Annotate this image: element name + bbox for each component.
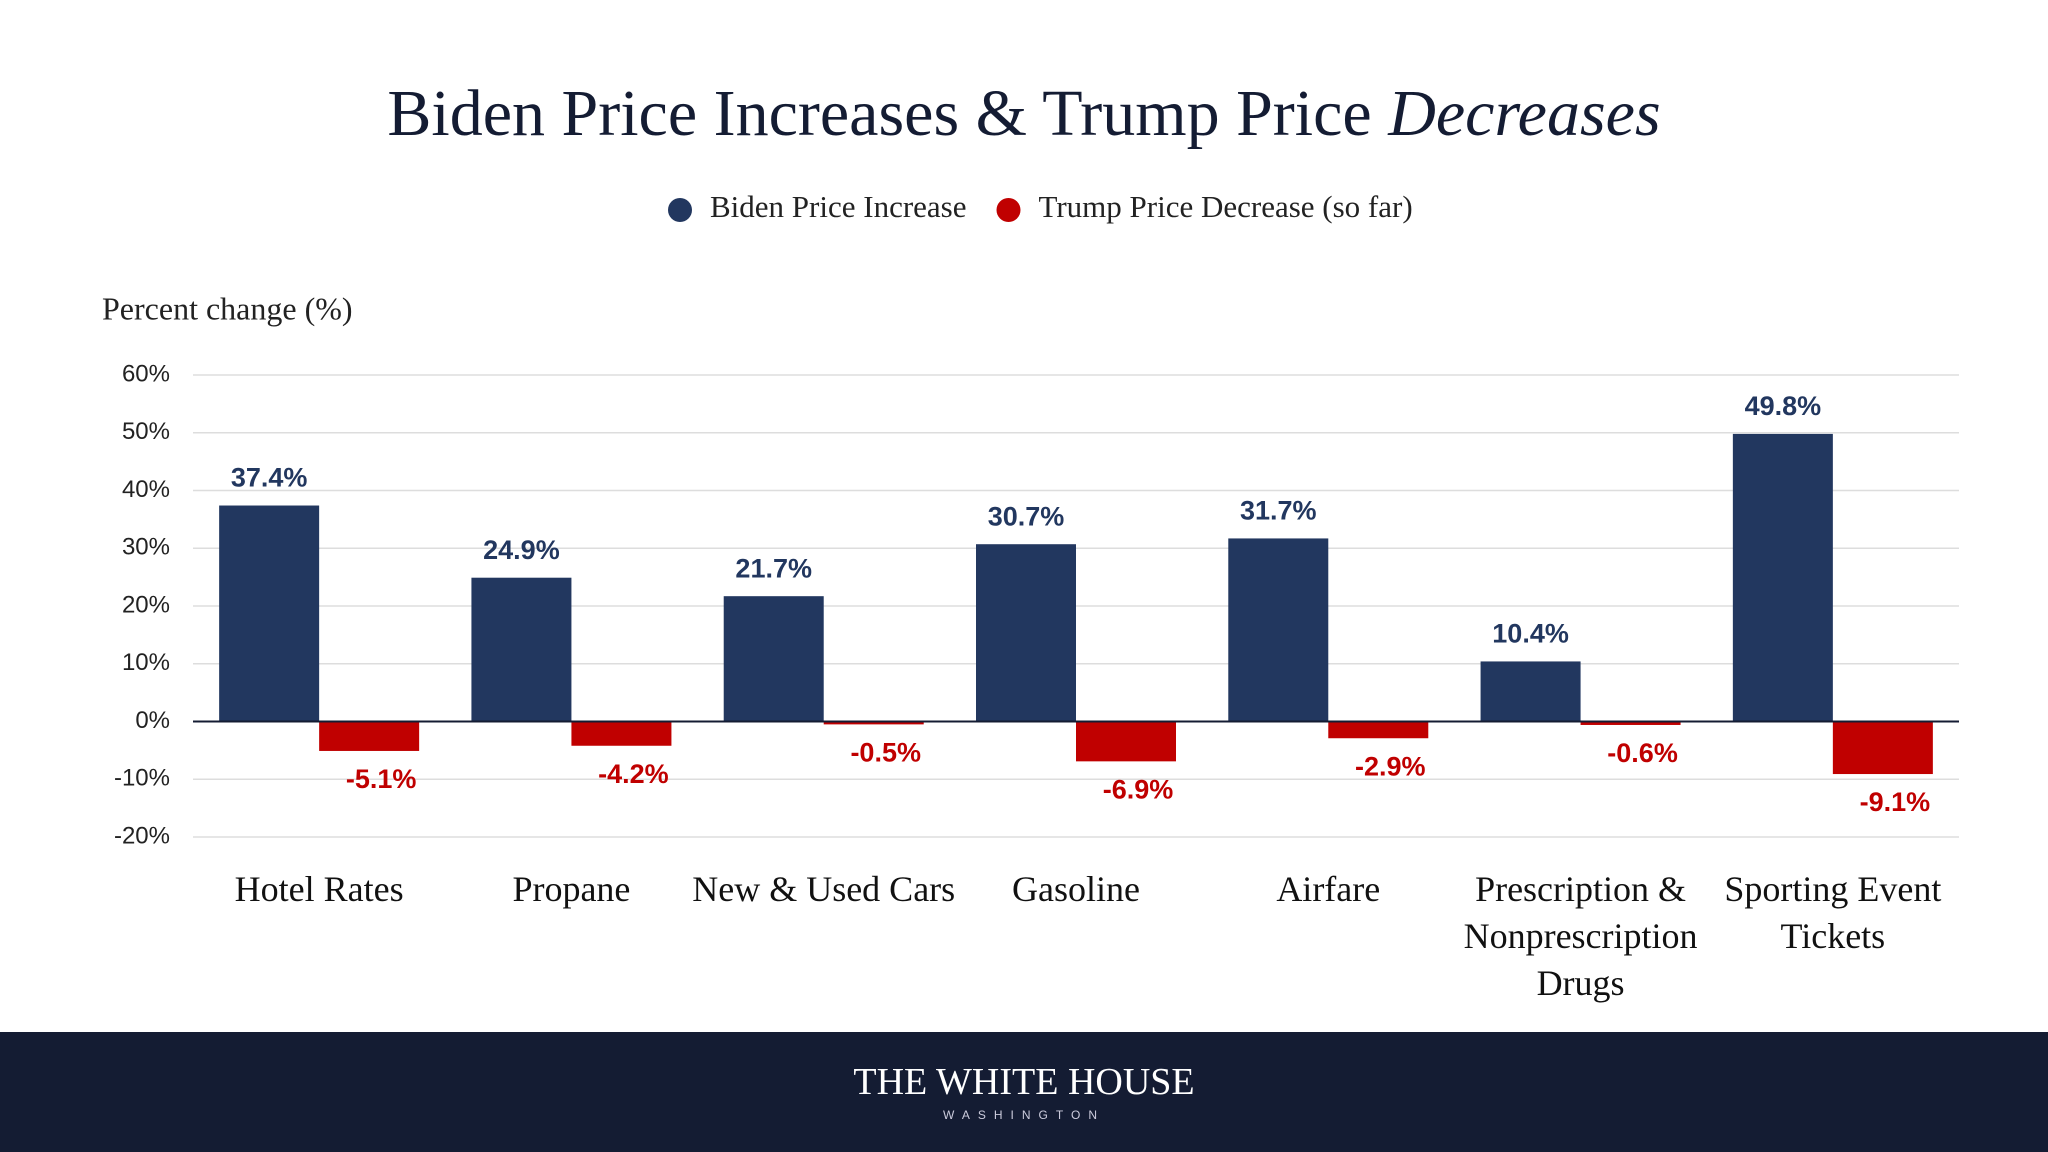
- footer: THE WHITE HOUSE WASHINGTON: [0, 1032, 2048, 1152]
- bar: [1832, 721, 1933, 775]
- footer-title: THE WHITE HOUSE: [853, 1061, 1195, 1103]
- y-tick-label: 40%: [122, 476, 170, 503]
- bar: [976, 544, 1076, 722]
- title-emphasis: Decreases: [1387, 77, 1660, 150]
- bar: [571, 721, 672, 746]
- legend-label: Trump Price Decrease (so far): [1039, 189, 1413, 224]
- y-tick-label: 30%: [122, 534, 170, 561]
- chart: Biden Price Increases & Trump Price Decr…: [102, 77, 1959, 849]
- value-label: -0.6%: [1607, 738, 1678, 768]
- y-tick-label: 0%: [135, 707, 170, 734]
- value-label: 10.4%: [1492, 619, 1569, 649]
- value-label: 49.8%: [1745, 391, 1822, 421]
- legend-marker: [668, 198, 692, 222]
- x-tick-label: Gasoline: [1012, 869, 1140, 909]
- value-label: -0.5%: [850, 738, 921, 768]
- legend: Biden Price Increase Trump Price Decrease…: [668, 189, 1413, 224]
- bar: [319, 721, 420, 751]
- value-label: -2.9%: [1355, 751, 1426, 781]
- chart-title: Biden Price Increases & Trump Price Decr…: [387, 77, 1660, 150]
- bar: [723, 596, 824, 722]
- footer-subtitle: WASHINGTON: [942, 1108, 1105, 1122]
- y-tick-label: 60%: [122, 360, 170, 387]
- value-label: 30.7%: [988, 501, 1065, 531]
- x-tick-label: Sporting Event Tickets: [1724, 869, 1942, 956]
- bar: [471, 577, 572, 722]
- value-label: -5.1%: [346, 764, 417, 794]
- value-label: -6.9%: [1103, 774, 1174, 804]
- bar: [1480, 661, 1581, 722]
- value-label: 31.7%: [1240, 496, 1317, 526]
- y-axis-label: Percent change (%): [102, 290, 353, 326]
- x-tick-label: New & Used Cars: [692, 869, 956, 909]
- bar: [1076, 721, 1176, 762]
- x-tick-label: Hotel Rates: [234, 869, 404, 909]
- bar: [1580, 721, 1681, 725]
- x-tick-label: Airfare: [1276, 869, 1381, 909]
- bar: [1328, 721, 1429, 739]
- bar: [823, 721, 924, 725]
- x-tick-label: Propane: [512, 869, 631, 909]
- y-tick-label: -20%: [114, 822, 170, 849]
- bar: [1228, 538, 1329, 722]
- value-label: -4.2%: [598, 759, 669, 789]
- value-label: 21.7%: [735, 553, 812, 583]
- value-label: 24.9%: [483, 535, 560, 565]
- title-part: Biden Price Increases & Trump Price: [387, 77, 1371, 150]
- x-tick-label: Prescription & Nonprescription Drugs: [1463, 869, 1698, 1003]
- value-label: 37.4%: [231, 463, 308, 493]
- y-tick-label: 10%: [122, 649, 170, 676]
- y-tick-label: 20%: [122, 591, 170, 618]
- bar: [219, 505, 320, 722]
- y-tick-label: 50%: [122, 418, 170, 445]
- legend-label: Biden Price Increase: [710, 189, 967, 224]
- legend-marker: [996, 198, 1021, 222]
- value-label: -9.1%: [1860, 787, 1931, 817]
- y-tick-label: -10%: [114, 765, 170, 792]
- bar: [1732, 433, 1833, 722]
